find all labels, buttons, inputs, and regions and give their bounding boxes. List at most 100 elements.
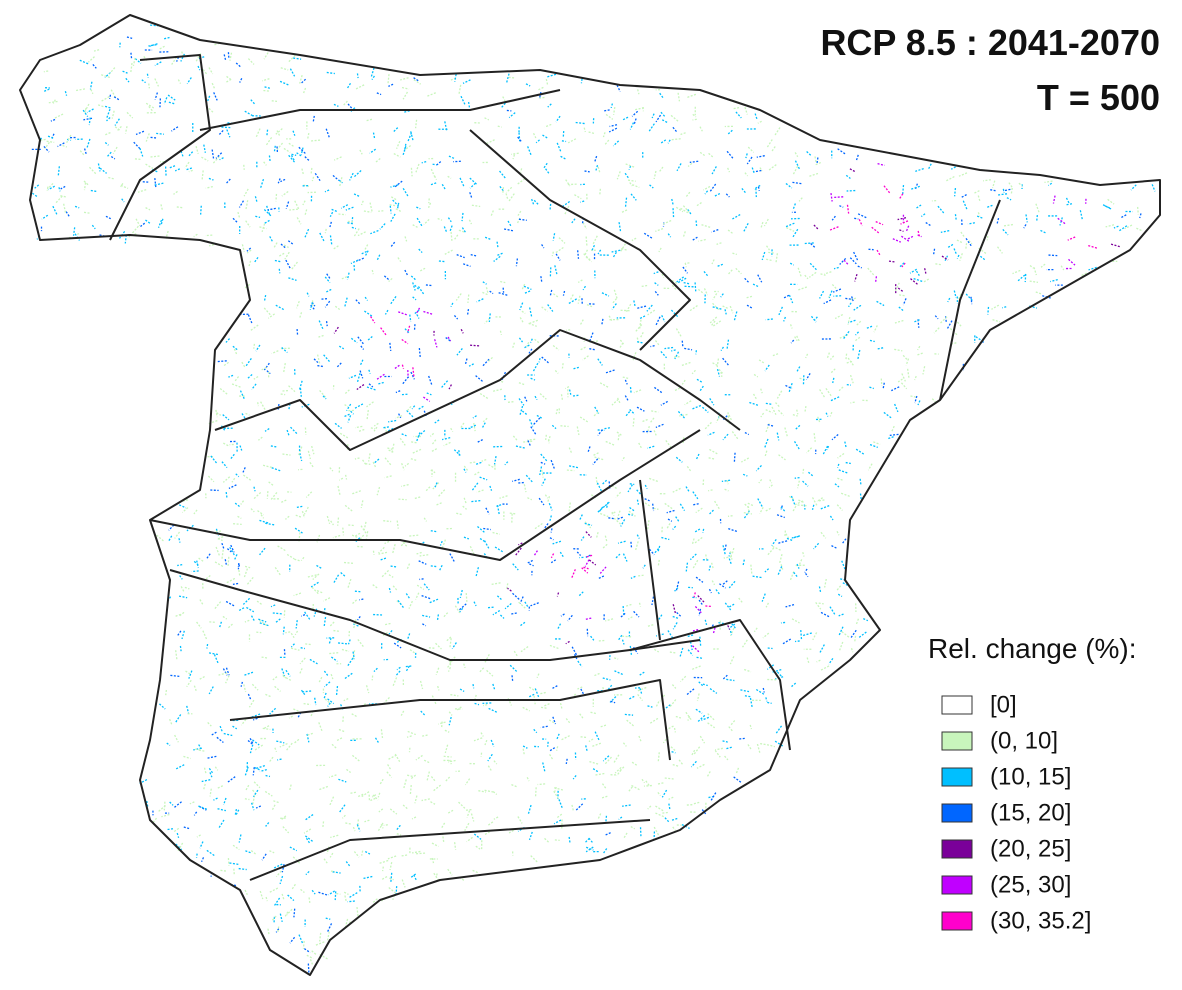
river-segment <box>389 808 398 815</box>
river-segment <box>873 441 881 446</box>
river-segment <box>487 765 493 772</box>
river-segment <box>229 546 235 556</box>
river-segment <box>292 130 296 136</box>
river-segment <box>488 313 491 322</box>
river-segment <box>907 235 914 240</box>
river-segment <box>299 657 306 665</box>
river-segment <box>580 78 583 84</box>
river-segment <box>269 887 279 893</box>
river-segment <box>636 341 644 344</box>
river-segment <box>956 254 960 259</box>
river-segment <box>364 819 370 823</box>
river-segment <box>260 401 266 411</box>
river-segment <box>279 80 290 86</box>
river-segment <box>311 950 317 956</box>
river-segment <box>727 603 735 609</box>
river-segment <box>313 358 319 364</box>
river-segment <box>743 668 752 673</box>
river-segment <box>121 198 125 203</box>
river-segment <box>522 706 531 712</box>
river-segment <box>109 94 112 100</box>
river-segment <box>847 357 855 367</box>
river-segment <box>629 483 635 486</box>
river-segment <box>215 409 218 418</box>
river-segment <box>380 327 387 336</box>
river-segment <box>149 43 158 47</box>
river-segment <box>255 344 261 352</box>
river-segment <box>771 406 777 415</box>
river-segment <box>372 550 375 555</box>
basin-boundaries <box>109 54 1001 881</box>
river-segment <box>697 288 705 295</box>
river-segment <box>765 318 773 321</box>
river-segment <box>724 488 729 492</box>
river-segment <box>768 484 773 489</box>
river-segment <box>838 386 844 392</box>
river-segment <box>764 450 768 457</box>
river-segment <box>458 603 467 611</box>
river-segment <box>529 307 533 318</box>
river-segment <box>909 268 918 274</box>
river-segment <box>851 296 854 302</box>
river-segment <box>850 401 855 404</box>
river-segment <box>345 206 354 211</box>
river-segment <box>434 339 438 348</box>
river-segment <box>676 163 682 172</box>
river-segment <box>1105 224 1115 228</box>
river-segment <box>366 386 377 391</box>
river-segment <box>547 103 552 108</box>
river-segment <box>466 810 471 818</box>
river-segment <box>573 366 579 370</box>
basin-boundary <box>629 619 791 751</box>
river-segment <box>436 161 442 166</box>
river-segment <box>682 266 689 274</box>
river-segment <box>388 587 392 593</box>
river-segment <box>390 241 396 248</box>
river-segment <box>409 649 416 654</box>
river-segment <box>537 783 546 786</box>
river-segment <box>792 203 797 211</box>
river-segment <box>300 647 306 650</box>
river-segment <box>347 415 352 423</box>
river-segment <box>326 273 331 280</box>
river-segment <box>63 203 67 214</box>
river-segment <box>465 593 468 602</box>
river-segment <box>692 491 699 500</box>
river-segment <box>590 635 595 641</box>
river-segment <box>970 296 973 305</box>
river-segment <box>727 625 731 630</box>
river-segment <box>629 506 636 512</box>
river-segment <box>545 168 551 175</box>
river-segment <box>482 291 489 296</box>
river-segment <box>414 284 420 291</box>
river-segment <box>483 540 490 549</box>
river-segment <box>845 461 851 465</box>
river-segment <box>708 152 714 159</box>
river-segment <box>384 457 392 466</box>
river-segment <box>611 511 615 517</box>
river-segment <box>343 413 350 418</box>
river-segment <box>365 531 369 539</box>
river-segment <box>507 220 512 227</box>
river-segment <box>731 623 737 630</box>
river-segment <box>571 804 575 812</box>
river-segment <box>336 892 341 895</box>
river-segment <box>186 705 190 714</box>
river-segment <box>387 74 390 85</box>
river-segment <box>447 217 452 223</box>
river-segment <box>763 218 769 227</box>
river-segment <box>681 340 684 347</box>
river-segment <box>949 342 957 345</box>
river-segment <box>631 784 641 791</box>
river-segment <box>401 433 407 437</box>
river-segment <box>432 163 438 166</box>
river-segment <box>325 128 331 138</box>
river-segment <box>476 439 483 444</box>
river-segment <box>709 688 718 694</box>
river-segment <box>461 212 464 222</box>
river-segment <box>346 657 354 667</box>
river-segment <box>171 126 179 132</box>
river-segment <box>318 320 324 330</box>
river-segment <box>654 282 659 286</box>
river-segment <box>519 621 526 627</box>
